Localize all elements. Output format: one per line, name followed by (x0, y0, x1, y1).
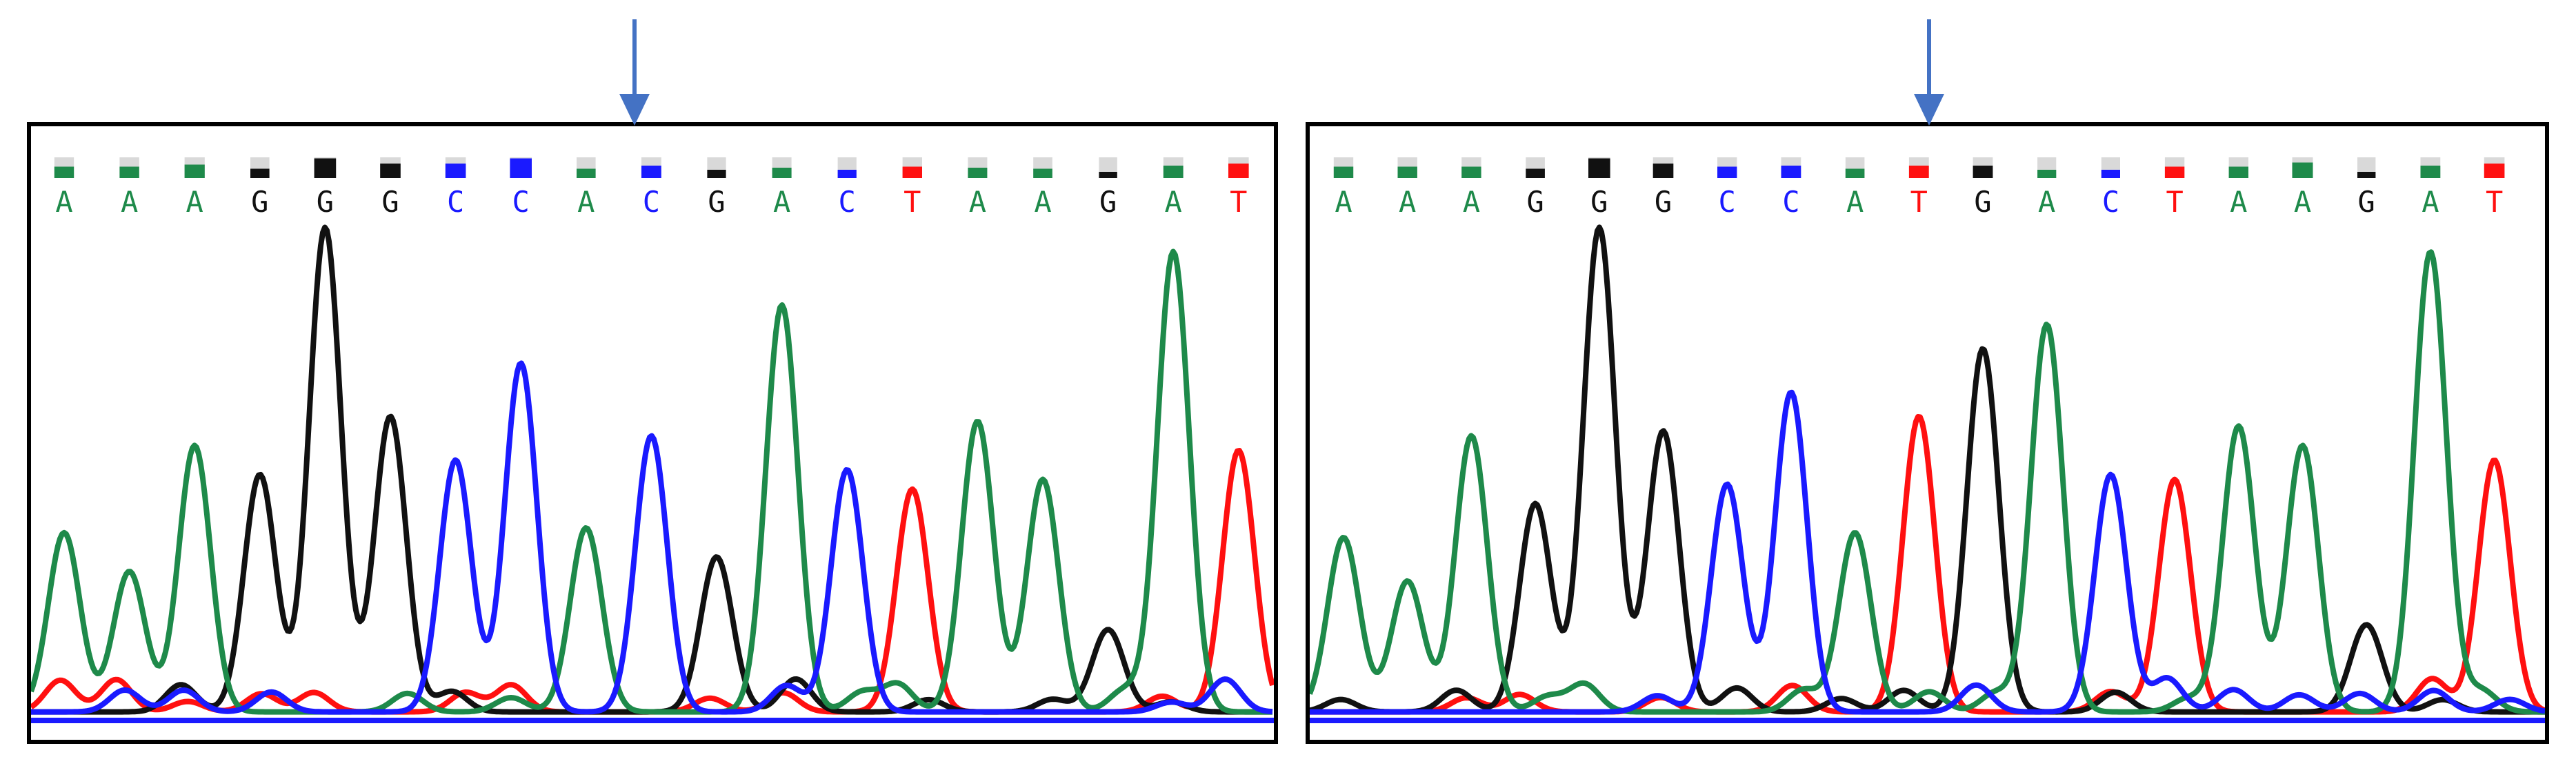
down-arrow-icon (1914, 94, 1944, 126)
quality-bar (2164, 166, 2185, 178)
base-call-letter: A (577, 185, 595, 219)
quality-bar (707, 170, 726, 178)
base-call-letter: C (643, 185, 660, 219)
base-call-letter: T (1230, 185, 1247, 219)
quality-bar (2101, 170, 2120, 178)
quality-bar (1781, 166, 1801, 178)
quality-bar (1099, 172, 1117, 178)
quality-bar (2037, 170, 2057, 178)
base-call-letter: C (512, 185, 530, 219)
base-call-letter: A (2230, 185, 2247, 219)
base-call-letter: A (186, 185, 203, 219)
base-call-letter: G (251, 185, 268, 219)
quality-bar (445, 164, 466, 178)
trace-t-right (1309, 414, 2546, 715)
quality-bar (2357, 172, 2376, 178)
base-call-letter: C (1719, 185, 1736, 219)
quality-bar (837, 170, 857, 178)
quality-bar (641, 166, 661, 178)
base-call-letter: G (708, 185, 725, 219)
base-call-letter: A (1335, 185, 1352, 219)
base-call-letter: G (1526, 185, 1544, 219)
base-call-letter: A (1463, 185, 1480, 219)
quality-bar (1228, 164, 1249, 178)
base-call-letter: A (121, 185, 138, 219)
quality-bar (184, 164, 205, 178)
quality-bar (902, 166, 922, 178)
base-call-letter: G (1974, 185, 1991, 219)
quality-bar (54, 166, 74, 178)
base-call-letter: A (55, 185, 72, 219)
base-call-letter: G (1099, 185, 1117, 219)
quality-bar (2484, 164, 2505, 178)
base-call-letter: A (2038, 185, 2055, 219)
quality-bar (314, 158, 337, 178)
base-call-letter: A (2422, 185, 2439, 219)
quality-bar (577, 168, 596, 178)
quality-bar (1461, 166, 1481, 178)
quality-bar (250, 168, 270, 178)
panel-frame-right (1306, 122, 2549, 744)
trace-a-left (28, 248, 1273, 715)
base-call-letter: A (2294, 185, 2311, 219)
trace-a-right (1307, 249, 2546, 715)
base-call-letter: T (903, 185, 921, 219)
quality-bar (380, 164, 401, 178)
quality-bar (1588, 158, 1610, 178)
quality-bar (119, 166, 139, 178)
quality-bar (1333, 166, 1354, 178)
quality-bar (1397, 166, 1417, 178)
trace-c-left (30, 360, 1273, 715)
quality-bar (2292, 162, 2313, 178)
quality-bar (968, 168, 988, 178)
base-call-letter: G (381, 185, 399, 219)
base-call-letter: T (2486, 185, 2503, 219)
trace-g-left (30, 224, 1273, 715)
base-call-letter: G (317, 185, 334, 219)
quality-bar (1163, 166, 1184, 178)
base-call-letter: A (1399, 185, 1416, 219)
quality-bar (2228, 166, 2248, 178)
down-arrow-icon (619, 94, 650, 126)
base-call-letter: C (839, 185, 856, 219)
quality-bar (1973, 166, 1993, 178)
quality-bar (1717, 166, 1737, 178)
quality-bar (1908, 166, 1929, 178)
quality-bar (1653, 164, 1674, 178)
base-call-letter: G (1590, 185, 1608, 219)
panel-frame-left (27, 122, 1278, 744)
quality-bar (2420, 166, 2441, 178)
base-call-letter: A (1034, 185, 1051, 219)
base-call-letter: A (1846, 185, 1864, 219)
base-call-letter: G (2358, 185, 2375, 219)
quality-bar (1033, 168, 1052, 178)
base-call-letter: T (2166, 185, 2183, 219)
base-call-letter: A (969, 185, 986, 219)
base-call-letter: C (1782, 185, 1799, 219)
base-call-letter: T (1910, 185, 1928, 219)
base-call-letter: C (447, 185, 464, 219)
quality-bar (772, 168, 792, 178)
trace-c-right (1309, 389, 2546, 715)
base-call-letter: C (2102, 185, 2119, 219)
base-call-letter: G (1655, 185, 1672, 219)
quality-bar (1845, 168, 1865, 178)
base-call-letter: A (1165, 185, 1182, 219)
quality-bar (510, 158, 532, 178)
base-call-letter: A (773, 185, 790, 219)
quality-bar (1526, 168, 1545, 178)
